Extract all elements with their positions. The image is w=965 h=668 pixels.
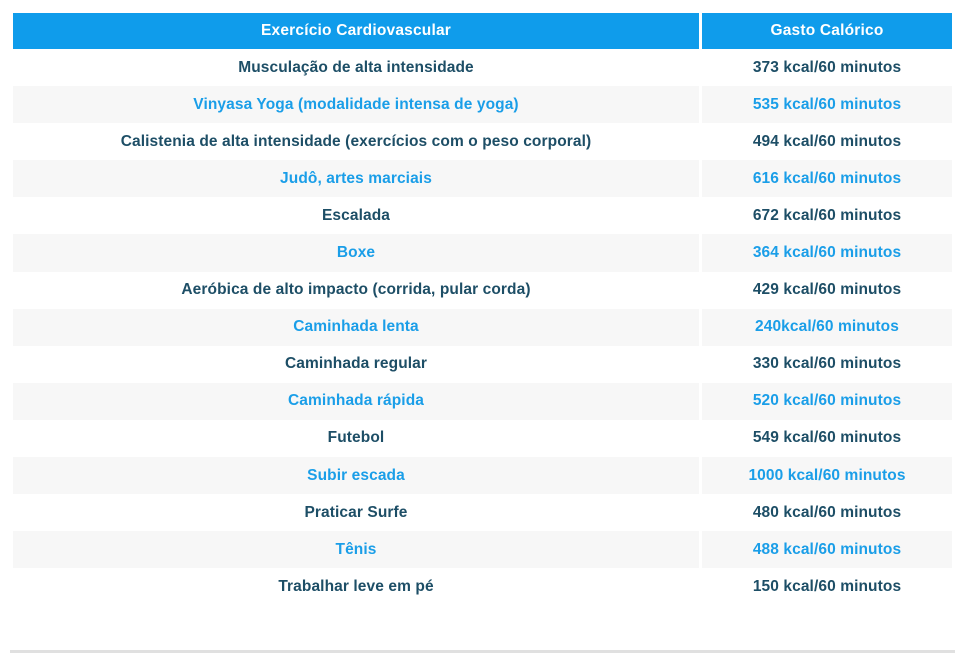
calories-cell: 150 kcal/60 minutos xyxy=(699,568,952,606)
table-body: Musculação de alta intensidade 373 kcal/6… xyxy=(13,49,952,606)
table-row: Trabalhar leve em pé 150 kcal/60 minutos xyxy=(13,568,952,606)
table-row: Musculação de alta intensidade 373 kcal/6… xyxy=(13,49,952,87)
column-header-exercise: Exercício Cardiovascular xyxy=(260,22,452,39)
calories-cell: 672 kcal/60 minutos xyxy=(699,197,952,235)
table-row: Caminhada regular 330 kcal/60 minutos xyxy=(13,345,952,383)
exercise-cell: Tênis xyxy=(335,540,377,558)
exercise-cell: Escalada xyxy=(321,206,390,224)
calories-cell: 616 kcal/60 minutos xyxy=(699,160,952,198)
exercise-cell: Caminhada regular xyxy=(284,355,428,373)
table-row: Caminhada rápida 520 kcal/60 minutos xyxy=(13,382,952,420)
exercise-cell: Caminhada rápida xyxy=(288,392,424,410)
calories-cell: 240kcal/60 minutos xyxy=(699,308,952,346)
calories-cell: 1000 kcal/60 minutos xyxy=(699,457,952,495)
calories-cell: 520 kcal/60 minutos xyxy=(699,382,952,420)
exercise-cell: Calistenia de alta intensidade (exercíci… xyxy=(120,132,592,150)
bottom-divider xyxy=(10,650,955,653)
exercise-cell: Musculação de alta intensidade xyxy=(238,58,474,76)
exercise-cell: Futebol xyxy=(327,429,385,447)
calories-cell: 488 kcal/60 minutos xyxy=(699,531,952,569)
exercise-cell: Praticar Surfe xyxy=(304,503,408,521)
table-row: Futebol 549 kcal/60 minutos xyxy=(13,419,952,458)
exercise-cell: Caminhada lenta xyxy=(293,318,419,336)
calories-cell: 364 kcal/60 minutos xyxy=(699,234,952,272)
exercise-cell: Aeróbica de alto impacto (corrida, pular… xyxy=(181,281,531,299)
exercise-cell: Trabalhar leve em pé xyxy=(278,577,434,595)
calories-cell: 549 kcal/60 minutos xyxy=(699,419,952,458)
calories-cell: 535 kcal/60 minutos xyxy=(699,86,952,124)
calories-cell: 330 kcal/60 minutos xyxy=(699,345,952,383)
table-row: Judô, artes marciais 616 kcal/60 minutos xyxy=(13,160,952,198)
calories-cell: 429 kcal/60 minutos xyxy=(699,271,952,309)
table-row: Calistenia de alta intensidade (exercíci… xyxy=(13,123,952,161)
table-row: Escalada 672 kcal/60 minutos xyxy=(13,197,952,235)
exercise-cell: Vinyasa Yoga (modalidade intensa de yoga… xyxy=(193,95,519,113)
exercise-cell: Subir escada xyxy=(307,466,405,484)
calorie-table: Exercício Cardiovascular Gasto Calórico … xyxy=(13,13,952,606)
table-row: Subir escada 1000 kcal/60 minutos xyxy=(13,457,952,495)
column-header-calories: Gasto Calórico xyxy=(699,13,952,49)
table-row: Vinyasa Yoga (modalidade intensa de yoga… xyxy=(13,86,952,124)
calories-cell: 373 kcal/60 minutos xyxy=(699,49,952,87)
table-row: Aeróbica de alto impacto (corrida, pular… xyxy=(13,271,952,309)
exercise-cell: Judô, artes marciais xyxy=(280,169,432,187)
table-row: Tênis 488 kcal/60 minutos xyxy=(13,531,952,569)
exercise-cell: Boxe xyxy=(336,244,376,262)
table-row: Praticar Surfe 480 kcal/60 minutos xyxy=(13,494,952,532)
table-header: Exercício Cardiovascular Gasto Calórico xyxy=(13,13,952,49)
calories-cell: 494 kcal/60 minutos xyxy=(699,123,952,161)
calories-cell: 480 kcal/60 minutos xyxy=(699,494,952,532)
table-row: Boxe 364 kcal/60 minutos xyxy=(13,234,952,272)
table-row: Caminhada lenta 240kcal/60 minutos xyxy=(13,308,952,346)
